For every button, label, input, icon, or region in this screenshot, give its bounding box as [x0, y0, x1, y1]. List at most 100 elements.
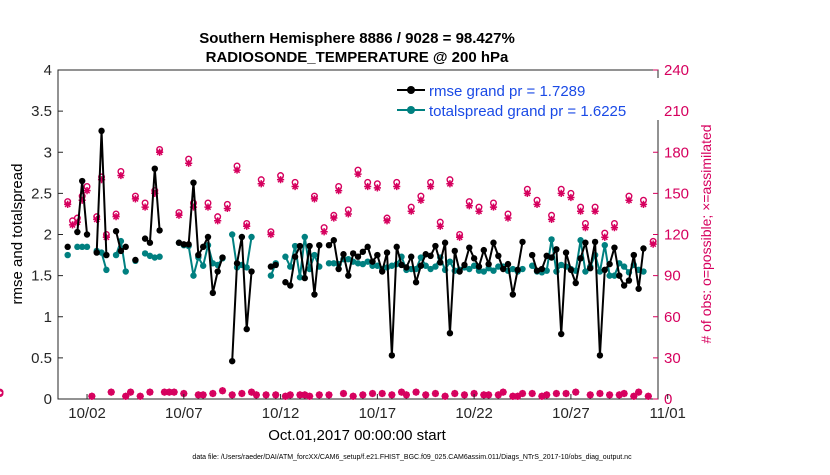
totalspread-point — [480, 268, 488, 275]
left-y-axis: 0 0.5 1 1.5 2 2.5 3 3.5 4 — [31, 62, 63, 408]
assimilated-obs-point — [93, 215, 101, 224]
rmse-point — [427, 252, 434, 260]
assimilated-obs-point — [441, 392, 449, 400]
assimilated-obs-point — [247, 388, 256, 396]
assimilated-obs-point — [156, 148, 164, 156]
assimilated-obs-point — [601, 233, 609, 241]
x-tick-label: 10/17 — [359, 405, 397, 422]
rmse-point — [461, 261, 468, 269]
left-y-axis-label: rmse and totalspread — [9, 164, 26, 305]
left-y-tick-label: 3.5 — [31, 103, 52, 120]
assimilated-obs-point — [126, 388, 135, 396]
rmse-point — [548, 254, 555, 261]
assimilated-obs-point — [397, 388, 406, 396]
rmse-point — [301, 274, 308, 282]
rmse-point — [422, 251, 429, 258]
rmse-point — [625, 277, 633, 284]
assimilated-obs-point — [572, 388, 580, 396]
rmse-point — [311, 291, 318, 298]
totalspread-point — [74, 243, 81, 251]
assimilated-obs-point — [276, 176, 285, 184]
assimilated-obs-point — [107, 388, 115, 396]
assimilated-obs-point — [412, 388, 420, 396]
assimilated-obs-point — [436, 222, 444, 230]
assimilated-obs-point — [586, 391, 594, 399]
right-y-tick-label: 180 — [664, 144, 689, 161]
rmse-point — [509, 291, 517, 298]
totalspread-point — [519, 265, 526, 273]
rmse-point — [538, 265, 546, 273]
rmse-point — [151, 165, 158, 172]
totalspread-point — [490, 267, 497, 274]
totalspread-point — [422, 262, 429, 269]
assimilated-obs-point — [223, 204, 231, 213]
rmse-point — [64, 243, 71, 251]
rmse-point — [132, 256, 139, 264]
assimilated-obs-point — [349, 392, 357, 400]
assimilated-obs-point — [615, 391, 623, 399]
right-y-tick-label: 120 — [664, 227, 689, 244]
assimilated-obs-point — [620, 389, 628, 398]
totalspread-point — [417, 254, 425, 261]
assimilated-obs-point — [547, 215, 556, 224]
rmse-point — [466, 244, 473, 251]
rmse-point — [204, 233, 212, 241]
rmse-point — [83, 231, 91, 238]
assimilated-obs-point — [480, 391, 488, 399]
right-y-tick-label: 150 — [664, 185, 689, 202]
assimilated-obs-point — [494, 391, 502, 399]
rmse-point — [199, 243, 207, 251]
rmse-point — [74, 228, 81, 236]
assimilated-obs-point — [199, 391, 207, 399]
totalspread-point — [190, 272, 197, 279]
totalspread-point — [103, 266, 110, 274]
rmse-point — [533, 267, 541, 274]
rmse-point — [378, 268, 386, 275]
rmse-point — [408, 253, 415, 260]
assimilated-obs-point — [78, 196, 86, 204]
totalspread-point — [543, 267, 550, 274]
legend-marker-totalspread — [407, 106, 415, 114]
assimilated-obs-point — [320, 228, 328, 236]
totalspread-point — [248, 233, 255, 241]
rmse-point — [446, 330, 454, 337]
rmse-point — [364, 243, 371, 251]
assimilated-obs-point — [465, 202, 473, 210]
assimilated-obs-point — [567, 193, 575, 202]
legend-label-rmse: rmse grand pr = 1.7289 — [429, 83, 585, 100]
assimilated-obs-point — [538, 392, 546, 400]
totalspread-point — [282, 253, 289, 260]
totalspread-point — [98, 249, 105, 256]
possible-obs-point — [0, 388, 4, 396]
assimilated-obs-point — [591, 207, 599, 215]
totalspread-point — [359, 260, 367, 268]
left-y-tick-label: 0.5 — [31, 350, 52, 367]
assimilated-obs-point — [344, 210, 352, 218]
rmse-point — [325, 241, 333, 249]
rmse-point — [122, 243, 129, 251]
left-y-tick-label: 1 — [44, 309, 52, 326]
assimilated-obs-point — [131, 195, 140, 203]
rmse-point — [630, 251, 638, 259]
rmse-point — [514, 266, 521, 274]
rmse-point — [219, 254, 226, 261]
rmse-point — [195, 251, 202, 259]
totalspread-point — [151, 254, 158, 261]
assimilated-obs-point — [378, 389, 386, 398]
assimilated-obs-point — [262, 391, 270, 399]
assimilated-obs-point — [431, 389, 440, 398]
rmse-point — [180, 241, 188, 248]
assimilated-obs-point — [528, 389, 536, 398]
right-y-tick-label: 210 — [664, 103, 689, 120]
assimilated-obs-point — [644, 392, 652, 400]
rmse-point — [112, 228, 120, 235]
assimilated-obs-point — [296, 391, 304, 399]
assimilated-obs-point — [475, 207, 483, 215]
rmse-point — [98, 127, 105, 135]
assimilated-obs-point — [272, 391, 280, 399]
right-y-tick-label: 0 — [664, 391, 672, 408]
x-tick-label: 10/22 — [455, 405, 493, 422]
rmse-point — [485, 260, 492, 268]
rmse-point — [577, 255, 584, 262]
assimilated-obs-point — [610, 224, 619, 232]
